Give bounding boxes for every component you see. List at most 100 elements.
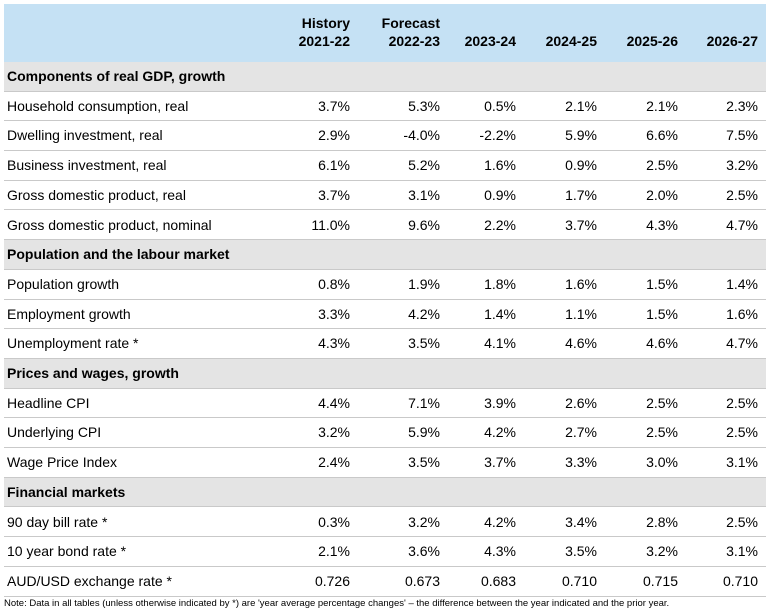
table-row: Unemployment rate * 4.3% 3.5% 4.1% 4.6% 4.6% 4…	[4, 329, 766, 359]
table-cell: 0.3%	[318, 513, 350, 530]
table-row: Employment growth 3.3% 4.2% 1.4% 1.1% 1.5% 1.6…	[4, 300, 766, 330]
table-cell: 9.6%	[408, 216, 440, 233]
table-cell: 1.4%	[726, 275, 758, 292]
table-cell: 0.683	[480, 572, 516, 589]
table-cell: 2.8%	[646, 513, 678, 530]
table-cell: 0.710	[722, 572, 758, 589]
table-cell: 0.9%	[565, 157, 597, 174]
table-cell: 1.8%	[484, 275, 516, 292]
table-cell: 0.9%	[484, 186, 516, 203]
table-cell: 1.6%	[484, 157, 516, 174]
column-header-label: Forecast	[381, 15, 440, 31]
table-note: Note: Data in all tables (unless otherwi…	[4, 598, 670, 609]
row-label: Unemployment rate *	[7, 335, 139, 352]
section-title: Prices and wages, growth	[7, 365, 179, 381]
table-cell: 3.3%	[565, 454, 597, 471]
column-header-1: History 2021-22	[260, 14, 350, 50]
table-cell: 5.3%	[408, 97, 440, 114]
table-cell: 4.3%	[484, 543, 516, 560]
table-cell: 1.1%	[565, 305, 597, 322]
table-row: Wage Price Index 2.4% 3.5% 3.7% 3.3% 3.0% 3.1%	[4, 448, 766, 478]
table-cell: 0.5%	[484, 97, 516, 114]
table-cell: 7.1%	[408, 394, 440, 411]
table-cell: 2.5%	[646, 394, 678, 411]
column-header-3: 2023-24	[426, 32, 516, 50]
table-cell: 4.2%	[408, 305, 440, 322]
table-cell: 0.710	[561, 572, 597, 589]
table-cell: 3.5%	[565, 543, 597, 560]
table-cell: 3.0%	[646, 454, 678, 471]
table-row: 10 year bond rate * 2.1% 3.6% 4.3% 3.5% 3.2% 3…	[4, 537, 766, 567]
table-cell: 4.4%	[318, 394, 350, 411]
row-label: Headline CPI	[7, 394, 90, 411]
row-label: Gross domestic product, real	[7, 186, 186, 203]
table-cell: 2.1%	[646, 97, 678, 114]
row-label: Underlying CPI	[7, 424, 102, 441]
table-cell: 5.2%	[408, 157, 440, 174]
table-row: Population growth 0.8% 1.9% 1.8% 1.6% 1.5% 1.4…	[4, 270, 766, 300]
column-header-5: 2025-26	[588, 32, 678, 50]
row-label: Gross domestic product, nominal	[7, 216, 212, 233]
table-row: Household consumption, real 3.7% 5.3% 0.5% 2…	[4, 92, 766, 122]
table-cell: 1.9%	[408, 275, 440, 292]
table-cell: 3.1%	[726, 454, 758, 471]
table-row: Gross domestic product, real 3.7% 3.1% 0.9%…	[4, 181, 766, 211]
table-header: History 2021-22 Forecast 2022-23 2023-24 2024…	[4, 4, 766, 62]
table-cell: 6.6%	[646, 127, 678, 144]
table-cell: 3.2%	[318, 424, 350, 441]
column-header-year: 2026-27	[706, 33, 758, 49]
table-cell: 4.6%	[565, 335, 597, 352]
table-cell: 2.5%	[646, 424, 678, 441]
table-cell: 3.9%	[484, 394, 516, 411]
row-label: Dwelling investment, real	[7, 127, 163, 144]
table-row: Headline CPI 4.4% 7.1% 3.9% 2.6% 2.5% 2.5%	[4, 389, 766, 419]
table-cell: -2.2%	[479, 127, 516, 144]
table-cell: 2.1%	[565, 97, 597, 114]
table-cell: 4.7%	[726, 335, 758, 352]
column-header-year: 2023-24	[464, 33, 516, 49]
table-cell: 2.5%	[726, 186, 758, 203]
table-cell: 2.5%	[726, 394, 758, 411]
column-header-year: 2024-25	[545, 33, 597, 49]
table-cell: 1.4%	[484, 305, 516, 322]
table-row: 90 day bill rate * 0.3% 3.2% 4.2% 3.4% 2.8% 2.…	[4, 508, 766, 538]
table-cell: 3.2%	[408, 513, 440, 530]
table-cell: 4.2%	[484, 424, 516, 441]
table-cell: 3.7%	[484, 454, 516, 471]
table-cell: 3.1%	[408, 186, 440, 203]
row-label: Household consumption, real	[7, 97, 189, 114]
table-cell: 3.2%	[726, 157, 758, 174]
table-cell: 2.5%	[646, 157, 678, 174]
table-cell: 1.6%	[726, 305, 758, 322]
table-cell: 6.1%	[318, 157, 350, 174]
section-title: Components of real GDP, growth	[7, 68, 226, 84]
row-label: 90 day bill rate *	[7, 513, 108, 530]
table-cell: 2.1%	[318, 543, 350, 560]
column-header-label: History	[301, 15, 350, 31]
table-cell: 3.1%	[726, 543, 758, 560]
row-label: Wage Price Index	[7, 454, 117, 471]
table-cell: 4.2%	[484, 513, 516, 530]
table-cell: 0.726	[314, 572, 350, 589]
table-cell: 7.5%	[726, 127, 758, 144]
section-title: Population and the labour market	[7, 246, 230, 263]
table-cell: 3.5%	[408, 454, 440, 471]
table-cell: 1.5%	[646, 275, 678, 292]
table-row: Dwelling investment, real 2.9% -4.0% -2.2% 5…	[4, 121, 766, 152]
table-row: AUD/USD exchange rate * 0.726 0.673 0.683 0.…	[4, 567, 766, 597]
row-label: AUD/USD exchange rate *	[7, 572, 172, 589]
table-row: Gross domestic product, nominal 11.0% 9.6%…	[4, 211, 766, 241]
table-cell: 0.8%	[318, 275, 350, 292]
table-cell: 2.0%	[646, 186, 678, 203]
table-cell: 3.6%	[408, 543, 440, 560]
table-cell: 3.7%	[565, 216, 597, 233]
column-header-year: 2025-26	[626, 33, 678, 49]
table-row: Underlying CPI 3.2% 5.9% 4.2% 2.7% 2.5% 2.5%	[4, 418, 766, 449]
table-cell: 3.7%	[318, 186, 350, 203]
table-cell: 2.7%	[565, 424, 597, 441]
table-cell: 2.5%	[726, 513, 758, 530]
table-cell: 1.6%	[565, 275, 597, 292]
section-header-row: Prices and wages, growth	[4, 359, 766, 389]
table-cell: 4.1%	[484, 335, 516, 352]
